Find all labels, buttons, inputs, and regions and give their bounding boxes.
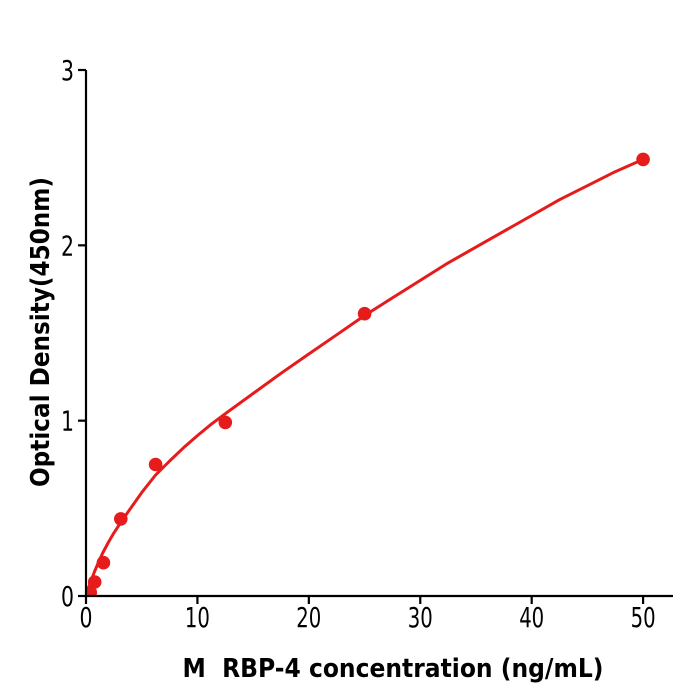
- x-tick-label-0: 0: [80, 601, 93, 634]
- plot-data-layer: [86, 152, 650, 597]
- axes-layer: 0 10 20 30 40 50 0 1 2 3: [61, 54, 673, 634]
- y-tick-label-3: 3: [61, 54, 74, 87]
- data-point-3.125ng-ml: [114, 512, 128, 526]
- fit-curve-path: [86, 157, 645, 597]
- x-tick-label-40: 40: [519, 601, 544, 634]
- y-tick-label-1: 1: [61, 405, 74, 438]
- x-tick-label-30: 30: [408, 601, 433, 634]
- data-point-1.56ng-ml: [96, 555, 111, 570]
- x-tick-label-10: 10: [185, 601, 210, 634]
- x-tick-label-50: 50: [631, 601, 656, 634]
- data-point-25ng-ml: [357, 306, 372, 321]
- y-tick-label-2: 2: [61, 229, 74, 262]
- x-tick-label-20: 20: [296, 601, 321, 634]
- data-point-12.5ng-ml: [218, 415, 233, 430]
- data-point-50ng-ml: [636, 152, 650, 167]
- data-point-6.25ng-ml: [148, 457, 163, 472]
- data-point-0.78ng-ml: [87, 575, 102, 589]
- y-tick-label-0: 0: [61, 580, 74, 613]
- x-axis-title: M RBP-4 concentration (ng/mL): [183, 654, 604, 684]
- y-axis-title: Optical Density(450nm): [26, 177, 56, 487]
